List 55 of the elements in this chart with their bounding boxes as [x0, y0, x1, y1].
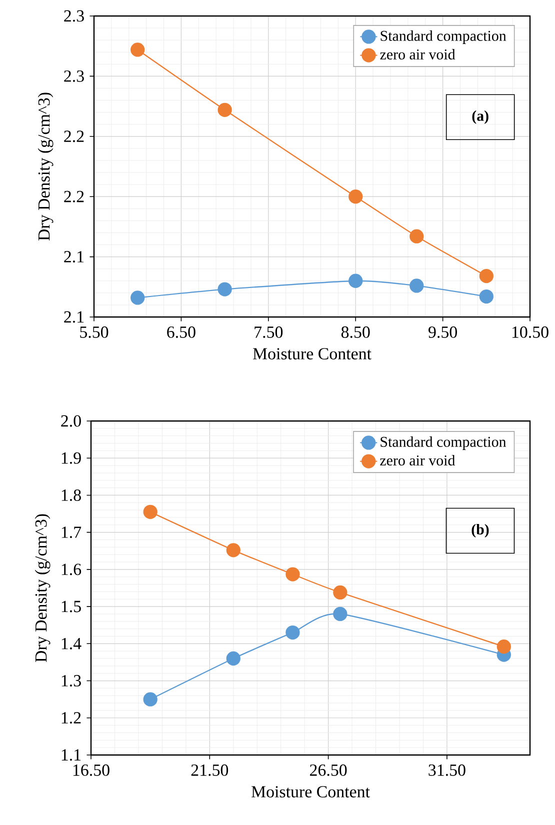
- y-tick-label: 1.4: [62, 638, 82, 650]
- legend-label: zero air void: [380, 49, 456, 60]
- x-axis-title: Moisture Content: [251, 786, 370, 798]
- x-tick-label: 5.50: [80, 326, 108, 338]
- point: [218, 282, 232, 296]
- y-tick-label: 1.5: [62, 600, 81, 612]
- x-tick-label: 7.50: [254, 326, 283, 338]
- annotation: (a): [472, 110, 488, 124]
- point: [130, 290, 145, 305]
- legend-label: Standard compaction: [380, 436, 506, 450]
- y-tick-label: 2.3: [64, 70, 84, 82]
- x-tick-label: 10.50: [512, 326, 548, 338]
- point: [333, 585, 348, 600]
- y-axis-title: Dry Density (g/cm^3): [38, 92, 54, 241]
- point: [143, 692, 158, 706]
- y-tick-label: 2.2: [64, 190, 84, 202]
- y-tick-label: 1.8: [62, 489, 81, 501]
- legend-label: zero air void: [380, 454, 456, 466]
- point: [286, 625, 300, 640]
- x-tick-label: 16.50: [73, 764, 110, 776]
- x-axis-title: Moisture Content: [252, 348, 372, 360]
- point: [333, 606, 348, 622]
- point: [348, 274, 363, 288]
- point: [410, 278, 424, 293]
- y-tick-label: 1.9: [62, 452, 81, 464]
- y-tick-label: 2.3: [64, 10, 84, 22]
- y-tick-label: 1.2: [62, 712, 81, 724]
- x-tick-label: 26.50: [310, 764, 347, 776]
- legend-label: Standard compaction: [380, 30, 506, 44]
- point: [479, 268, 494, 284]
- point: [479, 289, 494, 304]
- y-tick-label: 1.1: [62, 749, 81, 761]
- x-tick-label: 9.50: [428, 326, 457, 338]
- point: [218, 102, 232, 117]
- point: [286, 567, 300, 582]
- point: [226, 651, 240, 666]
- y-tick-label: 1.7: [62, 526, 82, 538]
- y-tick-label: 1.3: [62, 675, 81, 686]
- point: [226, 543, 240, 558]
- x-tick-label: 8.50: [341, 326, 370, 338]
- point: [130, 42, 145, 57]
- point: [496, 640, 511, 654]
- y-axis-title: Dry Density (g/cm^3): [34, 514, 50, 662]
- annotation: (b): [472, 524, 489, 538]
- point: [348, 190, 363, 204]
- x-tick-label: 6.50: [167, 326, 196, 338]
- y-tick-label: 2.0: [61, 415, 81, 427]
- y-tick-label: 2.1: [64, 311, 84, 323]
- y-tick-label: 2.1: [64, 251, 84, 263]
- x-tick-label: 31.50: [428, 764, 466, 776]
- y-tick-label: 1.6: [62, 564, 82, 576]
- y-tick-label: 2.2: [64, 130, 84, 142]
- x-tick-label: 21.50: [191, 764, 228, 776]
- point: [143, 504, 158, 519]
- point: [410, 229, 424, 244]
